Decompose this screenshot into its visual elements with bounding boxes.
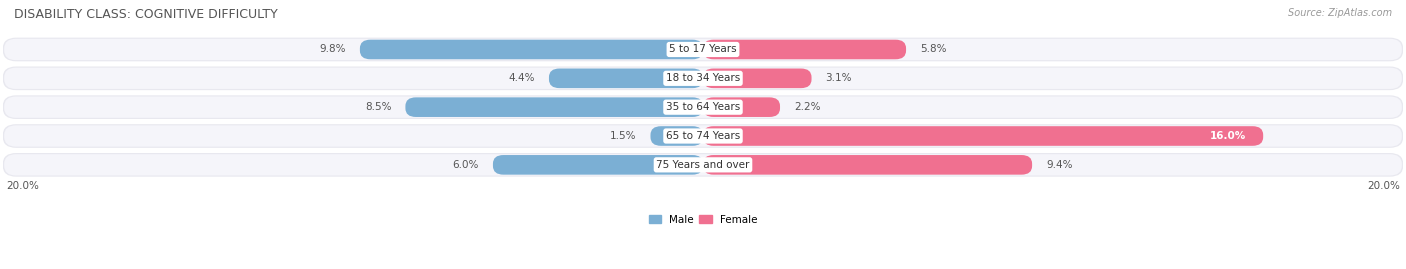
Text: 65 to 74 Years: 65 to 74 Years [666,131,740,141]
FancyBboxPatch shape [4,97,1402,118]
Text: 2.2%: 2.2% [794,102,821,112]
FancyBboxPatch shape [405,97,703,117]
Text: 75 Years and over: 75 Years and over [657,160,749,170]
Text: 18 to 34 Years: 18 to 34 Years [666,73,740,83]
Text: 16.0%: 16.0% [1209,131,1246,141]
FancyBboxPatch shape [548,69,703,88]
Text: 8.5%: 8.5% [366,102,391,112]
FancyBboxPatch shape [703,155,1032,175]
FancyBboxPatch shape [3,38,1403,61]
FancyBboxPatch shape [703,40,905,59]
FancyBboxPatch shape [651,126,703,146]
Text: 3.1%: 3.1% [825,73,852,83]
FancyBboxPatch shape [3,153,1403,177]
Text: DISABILITY CLASS: COGNITIVE DIFFICULTY: DISABILITY CLASS: COGNITIVE DIFFICULTY [14,8,278,21]
Text: 20.0%: 20.0% [6,181,39,191]
FancyBboxPatch shape [703,97,780,117]
Text: 5.8%: 5.8% [920,44,946,55]
FancyBboxPatch shape [494,155,703,175]
Text: 5 to 17 Years: 5 to 17 Years [669,44,737,55]
FancyBboxPatch shape [360,40,703,59]
FancyBboxPatch shape [4,39,1402,60]
Text: 4.4%: 4.4% [509,73,534,83]
Text: 20.0%: 20.0% [1367,181,1400,191]
FancyBboxPatch shape [703,69,811,88]
Text: 9.4%: 9.4% [1046,160,1073,170]
FancyBboxPatch shape [4,154,1402,175]
Legend: Male, Female: Male, Female [644,211,762,229]
FancyBboxPatch shape [4,125,1402,147]
FancyBboxPatch shape [3,95,1403,119]
Text: Source: ZipAtlas.com: Source: ZipAtlas.com [1288,8,1392,18]
FancyBboxPatch shape [4,68,1402,89]
Text: 1.5%: 1.5% [610,131,637,141]
Text: 35 to 64 Years: 35 to 64 Years [666,102,740,112]
FancyBboxPatch shape [703,126,1263,146]
FancyBboxPatch shape [3,124,1403,148]
FancyBboxPatch shape [3,66,1403,90]
Text: 9.8%: 9.8% [319,44,346,55]
Text: 6.0%: 6.0% [453,160,479,170]
